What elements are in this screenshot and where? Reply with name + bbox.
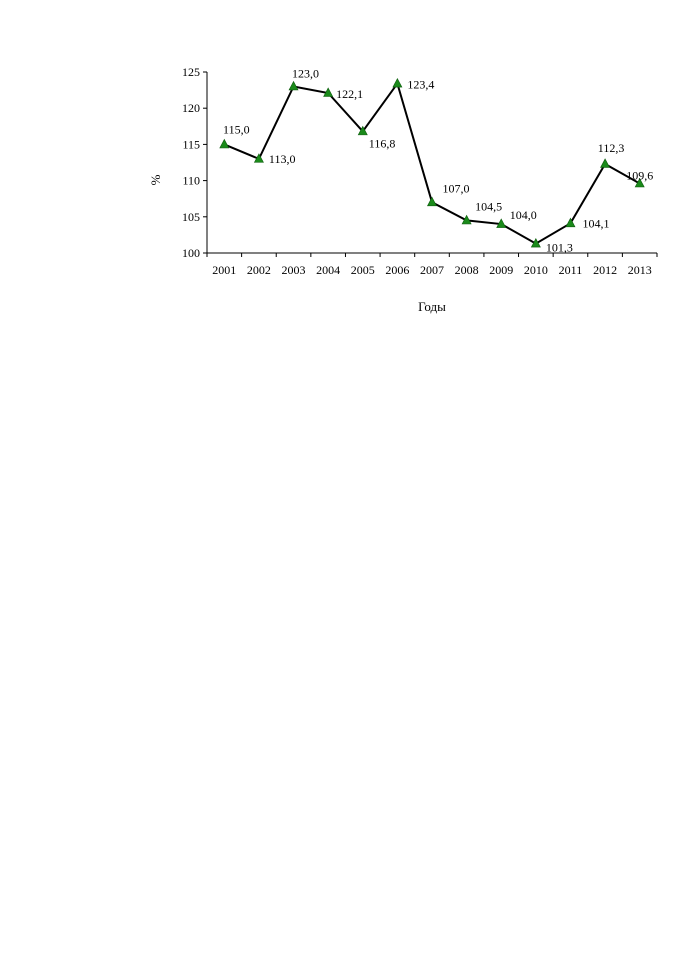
y-axis-ticks: 100 105 110 115 120 125 [182, 65, 207, 260]
data-markers [219, 77, 645, 248]
data-label: 122,1 [336, 87, 363, 101]
data-point-marker [600, 158, 611, 168]
x-tick-label: 2010 [524, 263, 548, 277]
x-tick-label: 2005 [351, 263, 375, 277]
data-label: 115,0 [223, 122, 250, 136]
x-axis-ticks: 2001 2002 2003 2004 2005 2006 2007 2008 2009 2010… [206, 253, 658, 277]
x-tick-label: 2007 [420, 263, 444, 277]
y-tick-label: 110 [182, 174, 200, 188]
x-tick-label: 2008 [455, 263, 479, 277]
y-tick-label: 120 [182, 101, 200, 115]
data-labels: 115,0 113,0 123,0 122,1 116,8 123,4 107,0 104,5… [223, 66, 653, 254]
data-label: 113,0 [269, 152, 296, 166]
y-tick-label: 125 [182, 65, 200, 79]
data-point-marker [565, 217, 576, 228]
data-label: 104,1 [582, 216, 609, 230]
x-tick-label: 2013 [628, 263, 652, 277]
data-label: 104,5 [475, 199, 502, 213]
x-tick-label: 2011 [559, 263, 583, 277]
data-point-marker [392, 77, 403, 88]
x-tick-label: 2003 [282, 263, 306, 277]
data-label: 109,6 [626, 168, 653, 182]
x-axis-title: Годы [418, 299, 446, 314]
data-point-marker [634, 177, 645, 188]
x-tick-label: 2006 [385, 263, 409, 277]
y-tick-label: 105 [182, 210, 200, 224]
x-tick-label: 2002 [247, 263, 271, 277]
y-tick-label: 115 [182, 137, 200, 151]
data-point-marker [357, 125, 368, 136]
data-label: 116,8 [369, 136, 396, 150]
x-tick-label: 2001 [212, 263, 236, 277]
y-tick-label: 100 [182, 246, 200, 260]
x-tick-label: 2009 [489, 263, 513, 277]
data-label: 123,4 [407, 78, 434, 92]
data-label: 104,0 [510, 208, 537, 222]
data-label: 101,3 [546, 241, 573, 255]
data-point-marker [219, 138, 230, 149]
data-point-marker [427, 196, 437, 207]
x-tick-label: 2012 [593, 263, 617, 277]
data-label: 107,0 [443, 181, 470, 195]
data-point-marker [530, 237, 541, 248]
x-tick-label: 2004 [316, 263, 340, 277]
data-point-marker [253, 153, 264, 163]
data-label: 112,3 [598, 141, 625, 155]
data-point-marker [288, 80, 299, 91]
data-point-marker [323, 87, 334, 97]
data-point-marker [461, 214, 472, 225]
data-label: 123,0 [292, 66, 319, 80]
data-point-marker [496, 218, 507, 228]
y-axis-title: % [148, 174, 163, 185]
